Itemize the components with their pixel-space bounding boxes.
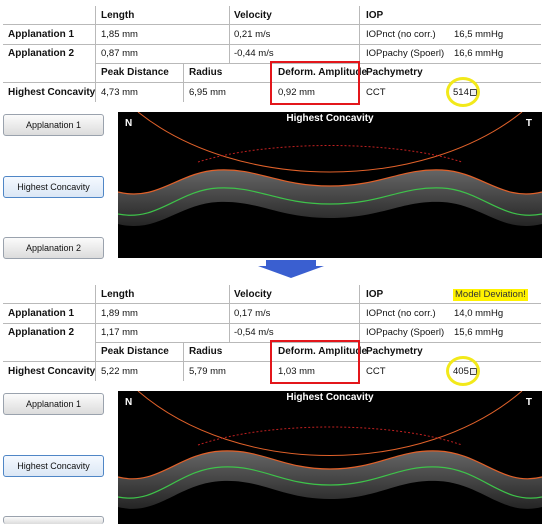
row-label-highest-concavity: Highest Concavity [8, 366, 96, 377]
iop-pachy-value: 15,6 mmHg [454, 327, 504, 338]
header-iop: IOP [366, 10, 384, 21]
peak-distance-value: 5,22 mm [101, 366, 138, 377]
image-title: Highest Concavity [286, 392, 374, 403]
length-applanation-2: 1,17 mm [101, 327, 138, 338]
iop-nct-value: 14,0 mmHg [454, 308, 504, 319]
header-iop: IOP [366, 289, 384, 300]
table-divider [183, 63, 184, 102]
table-divider [3, 361, 541, 362]
radius-value: 5,79 mm [189, 366, 226, 377]
iop-pachy-label: IOPpachy (Spoerl) [366, 327, 445, 338]
deform-amplitude-highlight-box [270, 340, 360, 384]
highest-concavity-button[interactable]: Highest Concavity [3, 455, 104, 477]
cornea-curves-bottom [118, 391, 542, 509]
reference-arc-curve [137, 112, 523, 173]
nasal-label: N [125, 397, 133, 408]
cornea-tissue [118, 450, 542, 509]
peak-distance-value: 4,73 mm [101, 87, 138, 98]
reference-arc-curve [137, 391, 523, 456]
table-divider [3, 24, 541, 25]
header-velocity: Velocity [234, 289, 272, 300]
table-divider [3, 303, 541, 304]
anterior-surface-curve [118, 169, 542, 195]
bottom-measurement-panel: Length Velocity IOP Model Deviation! App… [0, 279, 545, 524]
deform-amplitude-highlight-box [270, 61, 360, 105]
iop-nct-value: 16,5 mmHg [454, 29, 504, 40]
deform-amplitude-value: 0,92 mm [278, 87, 315, 98]
iop-nct-label: IOPnct (no corr.) [366, 29, 436, 40]
table-divider [95, 342, 541, 343]
row-label-highest-concavity: Highest Concavity [8, 87, 96, 98]
length-applanation-1: 1,85 mm [101, 29, 138, 40]
applanation-1-button[interactable]: Applanation 1 [3, 393, 104, 415]
velocity-applanation-2: -0,54 m/s [234, 327, 274, 338]
table-divider [3, 323, 541, 324]
temporal-label: T [525, 397, 532, 408]
table-divider [3, 82, 541, 83]
table-divider [359, 6, 360, 102]
undeformed-reference-curve [197, 145, 463, 163]
cct-highlight-circle [446, 77, 480, 107]
table-divider [359, 285, 360, 381]
table-divider [95, 63, 541, 64]
scheimpflug-image-bottom: Highest Concavity N T [118, 391, 542, 524]
header-peak-distance: Peak Distance [101, 67, 169, 78]
header-radius: Radius [189, 346, 223, 357]
applanation-2-button[interactable]: Applanation 2 [3, 237, 104, 259]
table-divider [3, 44, 541, 45]
deform-amplitude-value: 1,03 mm [278, 366, 315, 377]
table-divider [95, 6, 96, 102]
cct-label: CCT [366, 87, 386, 98]
applanation-1-button[interactable]: Applanation 1 [3, 114, 104, 136]
radius-value: 6,95 mm [189, 87, 226, 98]
applanation-2-button-partial[interactable] [3, 516, 104, 524]
length-applanation-1: 1,89 mm [101, 308, 138, 319]
length-applanation-2: 0,87 mm [101, 48, 138, 59]
top-results-table: Length Velocity IOP Applanation 1 1,85 m… [0, 0, 545, 107]
posterior-surface-curve [118, 187, 542, 216]
header-deform-amplitude: Deform. Amplitude [278, 346, 368, 357]
posterior-surface-curve [118, 466, 542, 499]
header-pachymetry: Pachymetry [366, 346, 423, 357]
highest-concavity-button[interactable]: Highest Concavity [3, 176, 104, 198]
anterior-surface-curve [118, 450, 542, 480]
row-label-applanation-2: Applanation 2 [8, 327, 75, 338]
iop-pachy-label: IOPpachy (Spoerl) [366, 48, 445, 59]
table-divider [229, 6, 230, 63]
header-deform-amplitude: Deform. Amplitude [278, 67, 368, 78]
velocity-applanation-1: 0,17 m/s [234, 308, 271, 319]
table-divider [95, 285, 96, 381]
cornea-curves-top [118, 112, 542, 227]
header-length: Length [101, 10, 135, 21]
bottom-results-table: Length Velocity IOP Model Deviation! App… [0, 279, 545, 386]
scheimpflug-image-top: Highest Concavity N T [118, 112, 542, 258]
cornea-tissue [118, 169, 542, 227]
iop-pachy-value: 16,6 mmHg [454, 48, 504, 59]
row-label-applanation-2: Applanation 2 [8, 48, 75, 59]
image-title: Highest Concavity [286, 113, 374, 124]
velocity-applanation-2: -0,44 m/s [234, 48, 274, 59]
header-radius: Radius [189, 67, 223, 78]
table-divider [229, 285, 230, 342]
cct-highlight-circle [446, 356, 480, 386]
arrow-down-icon [258, 260, 324, 278]
row-label-applanation-1: Applanation 1 [8, 308, 75, 319]
nasal-label: N [125, 118, 133, 129]
row-label-applanation-1: Applanation 1 [8, 29, 75, 40]
header-length: Length [101, 289, 135, 300]
iop-nct-label: IOPnct (no corr.) [366, 308, 436, 319]
top-measurement-panel: Length Velocity IOP Applanation 1 1,85 m… [0, 0, 545, 259]
velocity-applanation-1: 0,21 m/s [234, 29, 271, 40]
header-velocity: Velocity [234, 10, 272, 21]
temporal-label: T [525, 118, 532, 129]
header-pachymetry: Pachymetry [366, 67, 423, 78]
table-divider [183, 342, 184, 381]
model-deviation-warning: Model Deviation! [453, 289, 528, 301]
cct-label: CCT [366, 366, 386, 377]
undeformed-reference-curve [197, 426, 463, 446]
header-peak-distance: Peak Distance [101, 346, 169, 357]
